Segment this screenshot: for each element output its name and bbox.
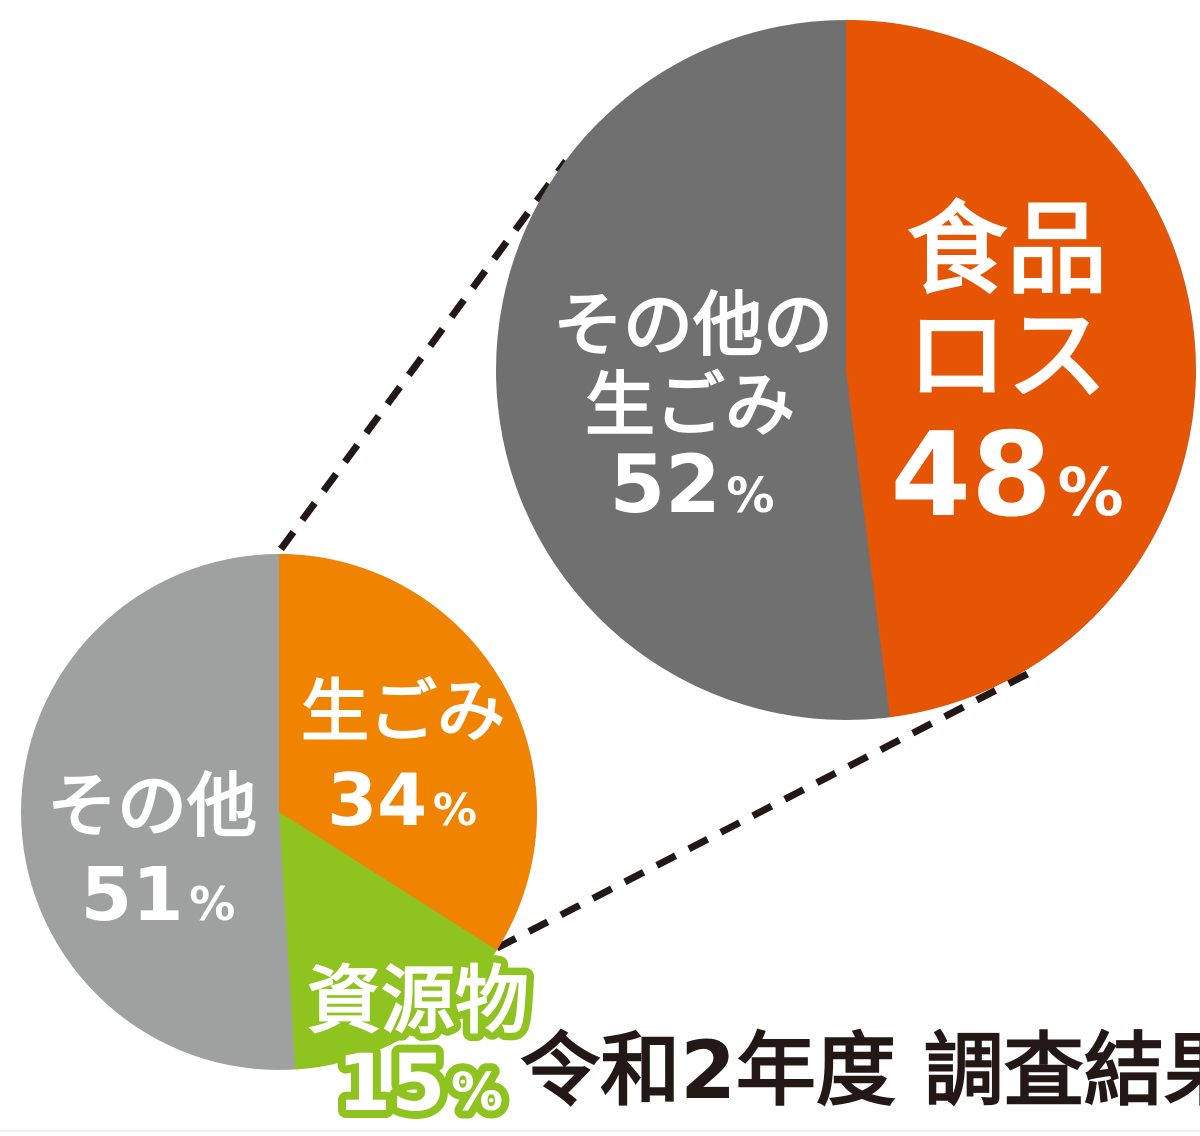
small-pie-slice-raw-garbage (279, 554, 537, 951)
big-pie-loss-value-percent-sign: % (1057, 454, 1123, 531)
small-pie-raw-label: 生ごみ (301, 673, 505, 752)
big-pie-other-value-percent-sign: % (726, 468, 774, 524)
big-pie-loss-value: 48 % (890, 408, 1123, 543)
small-pie-raw-value-number: 34 (327, 758, 427, 842)
big-pie-other-label-line2: 生ごみ (585, 364, 795, 446)
small-pie-other-value-percent-sign: % (189, 877, 235, 931)
small-pie-other-label: その他 (47, 765, 257, 847)
big-pie-loss-value-number: 48 (890, 408, 1051, 543)
small-pie-overall-waste: 生ごみ 34 % その他 51 % 資源物 15 % (21, 554, 537, 1136)
small-pie-recycle-value: 15 % (337, 1039, 503, 1129)
big-pie-other-value-number: 52 (610, 438, 721, 531)
small-pie-recycle-value-number: 15 (337, 1039, 446, 1129)
big-pie-other-label-line1: その他の (553, 284, 833, 366)
survey-caption: 令和2年度 調査結果 (520, 1024, 1200, 1117)
small-pie-recycle-label: 資源物 (307, 958, 529, 1044)
big-pie-slice-food-loss (846, 20, 1196, 718)
small-pie-slice-recyclables (279, 812, 497, 1070)
big-pie-other-value: 52 % (610, 438, 775, 531)
small-pie-raw-value: 34 % (327, 758, 477, 842)
small-pie-other-value: 51 % (81, 852, 236, 938)
small-pie-raw-value-percent-sign: % (433, 785, 477, 836)
big-pie-food-waste-breakdown: その他の 生ごみ 52 % 食品 ロス 48 % (496, 20, 1196, 720)
small-pie-other-value-number: 51 (81, 852, 184, 938)
big-pie-loss-label-line2: ロス (907, 297, 1107, 414)
magnifier-line-lower (495, 665, 1039, 952)
small-pie-recycle-value-percent-sign: % (451, 1063, 503, 1123)
magnifier-line-upper (278, 158, 569, 552)
big-pie-loss-label-line1: 食品 (907, 191, 1107, 308)
